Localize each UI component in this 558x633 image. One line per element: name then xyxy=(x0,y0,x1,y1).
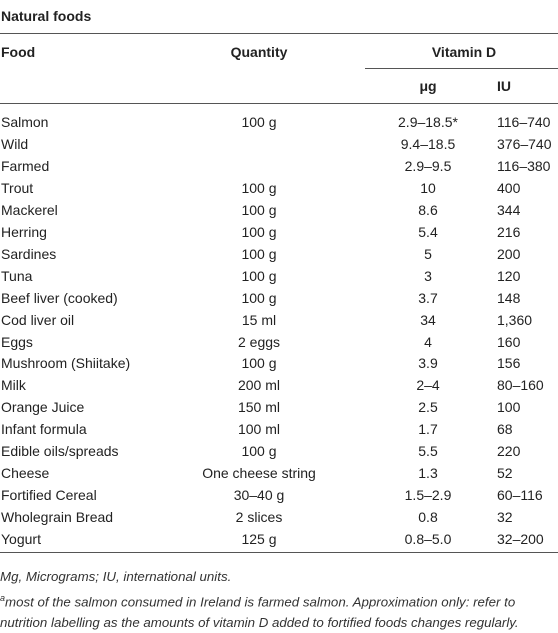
cell-ug: 2.5 xyxy=(418,399,438,416)
cell-food: Sardines xyxy=(1,245,57,262)
cell-food: Cheese xyxy=(1,465,50,482)
cell-food: Wholegrain Bread xyxy=(1,509,114,526)
cell-ug: 3 xyxy=(424,267,432,284)
cell-food: Beef liver (cooked) xyxy=(1,289,118,306)
cell-iu: 120 xyxy=(497,267,521,284)
header-food: Food xyxy=(1,44,36,60)
cell-quantity: 100 g xyxy=(241,355,277,372)
cell-iu: 116–740 xyxy=(497,114,551,130)
cell-iu: 32 xyxy=(497,509,513,526)
cell-quantity: 150 ml xyxy=(237,399,281,416)
header-group: Vitamin D xyxy=(431,44,497,60)
cell-quantity: 100 g xyxy=(241,223,277,240)
cell-food: Orange Juice xyxy=(1,399,85,416)
cell-iu: 156 xyxy=(497,355,521,372)
cell-iu: 376–740 xyxy=(497,135,552,152)
rule xyxy=(0,33,558,34)
cell-ug: 9.4–18.5 xyxy=(400,135,456,152)
rule xyxy=(0,552,558,553)
rule xyxy=(0,103,558,104)
cell-ug: 5 xyxy=(424,245,432,262)
cell-food: Mushroom (Shiitake) xyxy=(1,355,131,372)
cell-iu: 68 xyxy=(497,421,513,438)
cell-iu: 60–116 xyxy=(497,487,543,504)
cell-food: Herring xyxy=(1,223,47,240)
cell-quantity: 100 g xyxy=(241,201,277,218)
cell-ug: 0.8–5.0 xyxy=(404,531,452,548)
table-page: Natural foods Food Quantity Vitamin D μg… xyxy=(0,8,558,630)
cell-quantity: 15 ml xyxy=(241,311,277,328)
cell-iu: 344 xyxy=(497,201,521,218)
cell-ug: 34 xyxy=(420,311,436,328)
cell-iu: 116–380 xyxy=(497,157,551,174)
footnote: Mg, Micrograms; IU, international units. xyxy=(0,569,232,584)
cell-ug: 1.5–2.9 xyxy=(404,487,452,504)
cell-iu: 220 xyxy=(497,443,521,460)
footnote-marker: a xyxy=(0,593,6,603)
cell-quantity: 200 ml xyxy=(237,377,281,394)
footnote: amost of the salmon consumed in Ireland … xyxy=(0,588,556,633)
cell-ug: 2.9–18.5* xyxy=(398,114,458,130)
cell-food: Eggs xyxy=(1,333,33,350)
cell-ug: 5.5 xyxy=(418,443,438,460)
cell-ug: 10 xyxy=(420,179,436,196)
cell-ug: 2.9–9.5 xyxy=(404,157,452,174)
cell-quantity: 100 g xyxy=(241,245,277,262)
cell-quantity: 100 g xyxy=(241,289,277,306)
cell-food: Milk xyxy=(1,377,26,394)
table-title: Natural foods xyxy=(1,8,92,24)
footnote-text: most of the salmon consumed in Ireland i… xyxy=(0,594,519,631)
cell-iu: 160 xyxy=(497,333,521,350)
cell-food: Edible oils/spreads xyxy=(1,443,119,460)
cell-quantity: 2 slices xyxy=(235,509,283,526)
cell-iu: 200 xyxy=(497,245,521,262)
cell-food: Infant formula xyxy=(1,421,87,438)
cell-quantity: 100 g xyxy=(241,267,277,284)
cell-iu: 216 xyxy=(497,223,521,240)
cell-food: Fortified Cereal xyxy=(1,487,97,504)
cell-quantity: 100 g xyxy=(241,114,277,130)
cell-ug: 0.8 xyxy=(418,509,438,526)
cell-food: Wild xyxy=(1,135,29,152)
rule xyxy=(365,68,558,69)
cell-quantity: 100 ml xyxy=(237,421,281,438)
cell-ug: 8.6 xyxy=(418,201,438,218)
cell-iu: 400 xyxy=(497,179,521,196)
cell-food: Mackerel xyxy=(1,201,58,218)
cell-quantity: 30–40 g xyxy=(233,487,285,504)
cell-food: Tuna xyxy=(1,267,33,284)
header-ug: μg xyxy=(419,78,437,94)
cell-quantity: 100 g xyxy=(241,443,277,460)
cell-iu: 32–200 xyxy=(497,531,544,548)
cell-quantity: One cheese string xyxy=(202,465,316,482)
cell-quantity: 100 g xyxy=(241,179,277,196)
cell-ug: 2–4 xyxy=(416,377,440,394)
cell-quantity: 125 g xyxy=(241,531,277,548)
cell-quantity: 2 eggs xyxy=(237,333,281,350)
cell-food: Farmed xyxy=(1,157,50,174)
header-quantity: Quantity xyxy=(230,44,288,60)
cell-ug: 1.7 xyxy=(418,421,438,438)
cell-ug: 5.4 xyxy=(418,223,438,240)
cell-iu: 1,360 xyxy=(497,311,533,328)
cell-ug: 3.9 xyxy=(418,355,438,372)
cell-iu: 148 xyxy=(497,289,521,306)
cell-ug: 1.3 xyxy=(418,465,438,482)
header-iu: IU xyxy=(497,78,511,94)
cell-food: Yogurt xyxy=(1,531,41,548)
cell-ug: 3.7 xyxy=(418,289,438,306)
cell-food: Salmon xyxy=(1,114,49,130)
cell-ug: 4 xyxy=(424,333,432,350)
cell-iu: 80–160 xyxy=(497,377,544,394)
cell-iu: 52 xyxy=(497,465,513,482)
cell-iu: 100 xyxy=(497,399,521,416)
cell-food: Trout xyxy=(1,179,34,196)
cell-food: Cod liver oil xyxy=(1,311,75,328)
